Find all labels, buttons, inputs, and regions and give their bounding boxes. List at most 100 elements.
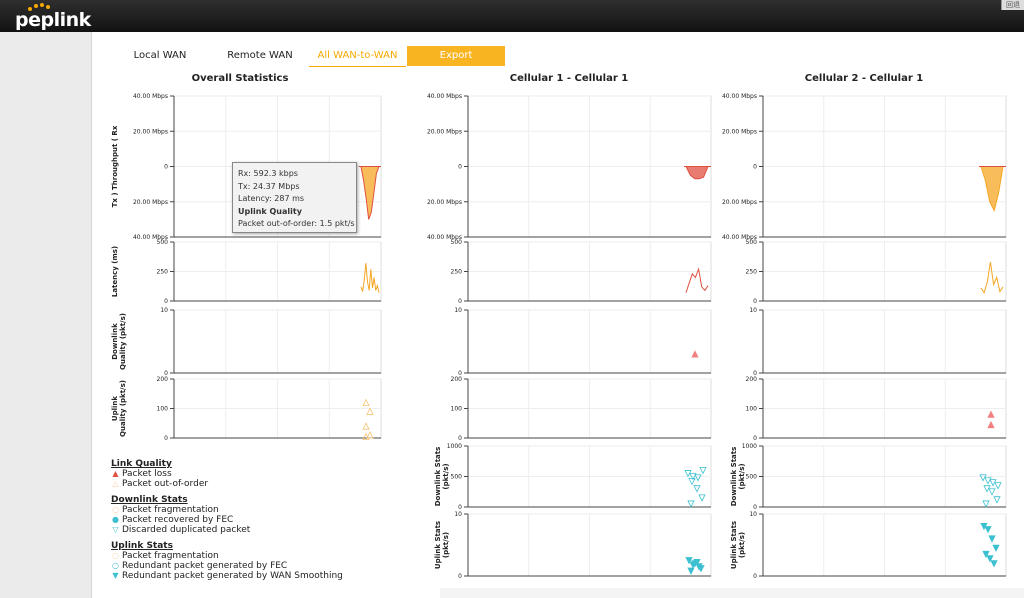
legend-item: △ Packet out-of-order <box>111 479 343 489</box>
uplink-out-of-order-marker <box>366 431 374 439</box>
tick-label: 200 <box>157 376 169 383</box>
tab-all-wan-to-wan[interactable]: All WAN-to-WAN <box>309 46 406 67</box>
triangle-down-filled-icon: ▼ <box>112 571 119 580</box>
tick-label: 1000 <box>742 443 757 450</box>
uplink-wan-smoothing-marker <box>990 560 998 568</box>
legend-link-quality-title: Link Quality <box>111 459 172 469</box>
tick-label: 100 <box>746 406 758 413</box>
throughput-area <box>360 166 380 220</box>
tick-label: 20.00 Mbps <box>133 199 168 206</box>
tick-label: 20.00 Mbps <box>722 128 757 135</box>
peplink-logo: peplink <box>15 9 91 31</box>
legend-item: ▽ Discarded duplicated packet <box>111 525 343 535</box>
tick-label: 0 <box>458 573 462 580</box>
tick-label: 40.00 Mbps <box>133 234 168 241</box>
legend-item: ○ Packet fragmentation <box>111 551 343 561</box>
y-axis-label: Quality (pkt/s) <box>119 313 127 370</box>
uplink-out-of-order-marker <box>366 407 374 415</box>
tooltip-tx: Tx: 24.37 Mbps <box>238 181 300 191</box>
tick-label: 0 <box>164 164 168 171</box>
chart-tooltip: Rx: 592.3 kbps Tx: 24.37 Mbps Latency: 2… <box>232 162 357 233</box>
tooltip-rx: Rx: 592.3 kbps <box>238 169 298 178</box>
tick-label: 40.00 Mbps <box>722 93 757 100</box>
tick-label: 20.00 Mbps <box>133 128 168 135</box>
downlink-discarded-marker <box>698 494 706 502</box>
downlink-packet-loss-marker <box>691 350 699 358</box>
tick-label: 250 <box>746 269 758 276</box>
legend-label: Redundant packet generated by FEC <box>122 561 288 571</box>
tick-label: 20.00 Mbps <box>427 199 462 206</box>
uplink-packet-loss-marker <box>987 410 995 418</box>
legend-label: Discarded duplicated packet <box>122 525 251 535</box>
legend-label: Packet out-of-order <box>122 479 209 489</box>
uplink-wan-smoothing-marker <box>685 557 693 565</box>
circle-outline-icon: ○ <box>112 561 119 570</box>
legend-downlink-stats-title: Downlink Stats <box>111 495 188 505</box>
tab-remote-wan[interactable]: Remote WAN <box>227 50 293 61</box>
tick-label: 1000 <box>447 443 462 450</box>
tick-label: 500 <box>746 239 758 246</box>
legend-label: Packet fragmentation <box>122 505 219 515</box>
y-axis-label: (pkt/s) <box>442 532 450 558</box>
tick-label: 0 <box>458 435 462 442</box>
y-axis-label: Uplink Stats <box>730 521 738 569</box>
circle-filled-icon: ● <box>112 515 119 524</box>
tick-label: 0 <box>164 435 168 442</box>
tick-label: 0 <box>753 298 757 305</box>
downlink-discarded-marker <box>689 473 697 481</box>
tick-label: 0 <box>753 435 757 442</box>
tooltip-metric: Packet out-of-order: 1.5 pkt/s <box>238 219 355 228</box>
tick-label: 500 <box>451 239 463 246</box>
tick-label: 500 <box>451 474 463 481</box>
tick-label: 0 <box>753 573 757 580</box>
y-axis-label: Uplink <box>111 396 119 421</box>
downlink-discarded-marker <box>699 466 707 475</box>
left-sidebar <box>0 32 92 598</box>
y-axis-label: Downlink Stats <box>434 447 442 507</box>
latency-line <box>685 267 709 293</box>
downlink-discarded-marker <box>983 485 991 493</box>
tooltip-latency: Latency: 287 ms <box>238 194 305 203</box>
tick-label: 40.00 Mbps <box>133 93 168 100</box>
downlink-discarded-marker <box>687 500 695 508</box>
legend-item: ● Packet recovered by FEC <box>111 515 343 525</box>
triangle-up-outline-icon: △ <box>112 479 119 488</box>
tick-label: 500 <box>746 474 758 481</box>
tab-local-wan[interactable]: Local WAN <box>133 50 187 61</box>
tick-label: 0 <box>164 298 168 305</box>
y-axis-label: (pkt/s) <box>738 532 746 558</box>
tab-export[interactable]: Export <box>407 46 505 66</box>
tick-label: 40.00 Mbps <box>427 234 462 241</box>
tick-label: 0 <box>458 298 462 305</box>
legend-label: Packet loss <box>122 469 172 479</box>
triangle-down-outline-icon: ▽ <box>112 525 119 534</box>
downlink-discarded-marker <box>693 485 701 493</box>
legend-item: ▼ Redundant packet generated by WAN Smoot… <box>111 571 342 581</box>
uplink-wan-smoothing-marker <box>982 550 990 559</box>
latency-line <box>980 262 1004 294</box>
y-axis-label: Tx ) Throughput ( Rx <box>111 125 119 207</box>
corner-button[interactable]: 回退 <box>1001 0 1024 10</box>
tick-label: 10 <box>749 511 757 518</box>
tick-label: 0 <box>458 370 462 377</box>
legend-label: Packet fragmentation <box>122 551 219 561</box>
downlink-discarded-marker <box>688 477 696 486</box>
circle-outline-icon: ○ <box>112 551 119 560</box>
chart-title-cellular1: Cellular 1 - Cellular 1 <box>509 73 629 84</box>
uplink-wan-smoothing-marker <box>986 555 994 563</box>
tick-label: 0 <box>458 164 462 171</box>
y-axis-label: (pkt/s) <box>738 463 746 489</box>
y-axis-label: Quality (pkt/s) <box>119 380 127 437</box>
tick-label: 200 <box>746 376 758 383</box>
y-axis-label: Downlink <box>111 323 119 360</box>
tooltip-section: Uplink Quality <box>238 206 302 216</box>
downlink-discarded-marker <box>979 474 987 482</box>
downlink-discarded-marker <box>982 500 990 508</box>
tick-label: 0 <box>753 504 757 511</box>
tick-label: 0 <box>753 164 757 171</box>
top-bar: peplink 回退 <box>0 0 1024 32</box>
downlink-discarded-marker <box>694 474 702 482</box>
downlink-discarded-marker <box>993 496 1001 504</box>
tick-label: 0 <box>458 504 462 511</box>
